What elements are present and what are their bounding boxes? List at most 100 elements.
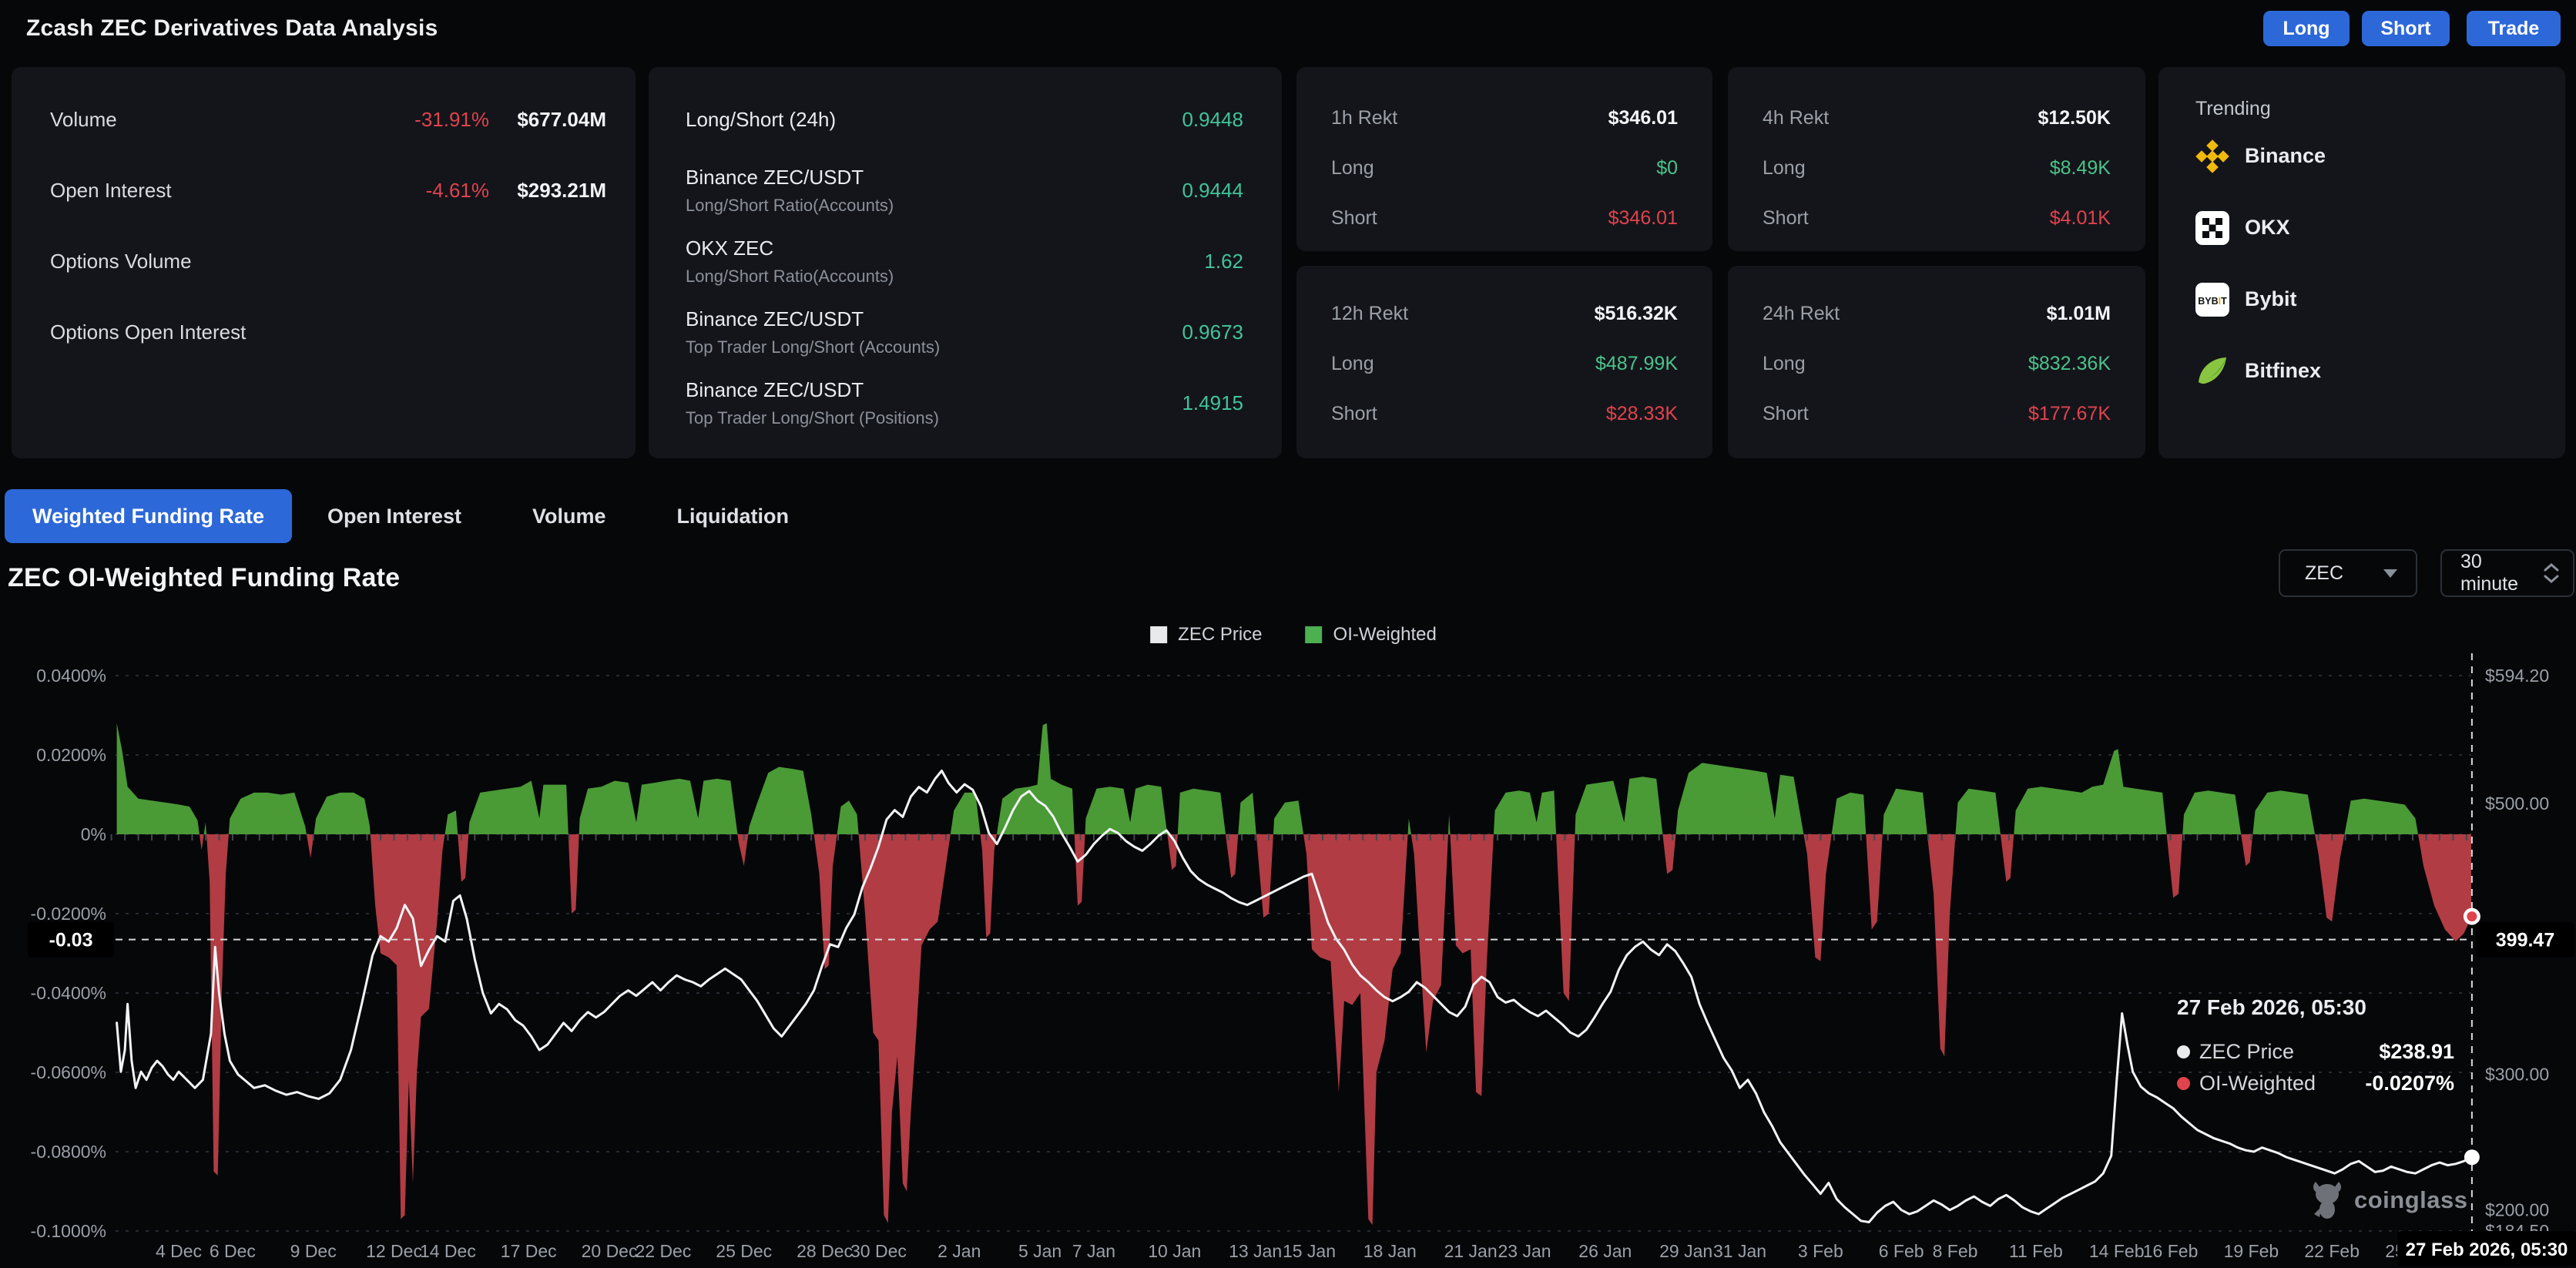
interval-select-dropdown[interactable]: 30 minute: [2440, 549, 2574, 597]
x-axis-tick-label: 6 Feb: [1879, 1241, 1924, 1261]
x-axis-tick-label: 2 Jan: [937, 1241, 981, 1261]
tab-open-interest[interactable]: Open Interest: [327, 504, 462, 528]
right-axis-tick-label: $594.20: [2485, 666, 2549, 686]
tooltip-value: -0.0207%: [2365, 1072, 2454, 1095]
stat-value: $293.21M: [517, 178, 606, 202]
trade-button[interactable]: Trade: [2467, 11, 2561, 46]
bybit-icon: BYBIT: [2195, 282, 2229, 317]
legend-item-zec-price[interactable]: ZEC Price: [1150, 624, 1263, 646]
trending-item-bitfinex[interactable]: Bitfinex: [2195, 335, 2542, 407]
trending-item-label: Bitfinex: [2245, 359, 2322, 382]
x-axis-tick-label: 15 Jan: [1283, 1241, 1336, 1261]
ratio-value: 0.9448: [1182, 107, 1243, 131]
rekt-long-value: $0: [1656, 157, 1678, 179]
rekt-short-value: $4.01K: [2049, 207, 2111, 229]
short-button[interactable]: Short: [2362, 11, 2450, 46]
rekt-long-label: Long: [1331, 157, 1374, 179]
ratio-subtitle: Top Trader Long/Short (Accounts): [686, 337, 941, 357]
x-axis-tick-label: 25 Dec: [716, 1241, 772, 1261]
trending-item-label: Binance: [2245, 144, 2326, 167]
x-axis-tick-label: 29 Jan: [1659, 1241, 1712, 1261]
tooltip-timestamp: 27 Feb 2026, 05:30: [2177, 995, 2366, 1019]
trending-panel: Trending Binance OKX BYBIT Bybit Bitfine…: [2158, 67, 2565, 458]
rekt-short-label: Short: [1331, 207, 1377, 229]
stat-row-options-volume: Options Volume: [50, 226, 606, 297]
ratio-value: 1.62: [1204, 249, 1243, 273]
right-axis-tick-label: $300.00: [2485, 1065, 2549, 1085]
rekt-long-label: Long: [1331, 353, 1374, 374]
stat-row-volume: Volume -31.91% $677.04M: [50, 84, 606, 155]
interval-select-value: 30 minute: [2460, 551, 2519, 595]
binance-icon: [2195, 139, 2229, 173]
trending-item-okx[interactable]: OKX: [2195, 192, 2542, 263]
crosshair-right-value: 399.47: [2496, 930, 2554, 951]
rekt-card-1h: 1h Rekt $346.01 Long $0 Short $346.01: [1296, 67, 1712, 251]
ratio-row: Binance ZEC/USDT Top Trader Long/Short (…: [686, 367, 1243, 438]
x-axis-tick-label: 8 Feb: [1933, 1241, 1978, 1261]
coinglass-watermark: coinglass: [2309, 1180, 2468, 1220]
stat-label: Options Volume: [50, 249, 192, 273]
stat-row-open-interest: Open Interest -4.61% $293.21M: [50, 155, 606, 226]
trending-item-bybit[interactable]: BYBIT Bybit: [2195, 263, 2542, 335]
crosshair-time-value: 27 Feb 2026, 05:30: [2406, 1239, 2568, 1260]
rekt-long-label: Long: [1763, 353, 1806, 374]
rekt-title: 4h Rekt: [1763, 107, 1830, 129]
stat-label: Options Open Interest: [50, 320, 247, 344]
chart-tabs: Weighted Funding Rate Open Interest Volu…: [5, 489, 824, 543]
legend-item-oi-weighted[interactable]: OI-Weighted: [1305, 624, 1437, 646]
stat-label: Volume: [50, 107, 117, 131]
ratio-row: OKX ZEC Long/Short Ratio(Accounts) 1.62: [686, 226, 1243, 297]
left-axis-tick-label: -0.0200%: [31, 904, 106, 924]
ratio-value: 1.4915: [1182, 391, 1243, 414]
left-axis-tick-label: -0.0800%: [31, 1142, 106, 1162]
right-axis-tick-label: $500.00: [2485, 793, 2549, 813]
coin-select-dropdown[interactable]: ZEC: [2279, 549, 2417, 597]
ratio-title: Binance ZEC/USDT: [686, 377, 864, 401]
tab-weighted-funding-rate[interactable]: Weighted Funding Rate: [5, 489, 292, 543]
rekt-long-label: Long: [1763, 157, 1806, 179]
ratio-title: Binance ZEC/USDT: [686, 307, 864, 330]
x-axis-tick-label: 3 Feb: [1798, 1241, 1843, 1261]
x-axis-tick-label: 13 Jan: [1229, 1241, 1282, 1261]
x-axis-tick-label: 21 Jan: [1444, 1241, 1498, 1261]
funding-marker-dot: [2467, 911, 2477, 922]
price-series-dot-icon: [2177, 1045, 2190, 1058]
coin-select-value: ZEC: [2305, 562, 2343, 584]
chevron-down-icon: [2383, 569, 2397, 578]
trending-item-binance[interactable]: Binance: [2195, 120, 2542, 192]
long-button[interactable]: Long: [2263, 11, 2350, 46]
tooltip-row-funding: OI-Weighted -0.0207%: [2177, 1072, 2454, 1095]
crosshair-left-pill: [28, 921, 114, 958]
tooltip-value: $238.91: [2379, 1040, 2454, 1063]
stat-row-options-open-interest: Options Open Interest: [50, 297, 606, 367]
chart-plot-area[interactable]: [116, 647, 2471, 1268]
tab-volume[interactable]: Volume: [532, 504, 606, 528]
stat-change-pct: -4.61%: [425, 178, 489, 202]
legend-label: ZEC Price: [1178, 624, 1263, 645]
page-title: Zcash ZEC Derivatives Data Analysis: [26, 15, 438, 41]
ratio-title: OKX ZEC: [686, 236, 774, 260]
rekt-short-value: $177.67K: [2028, 403, 2111, 424]
coinglass-watermark-text: coinglass: [2354, 1186, 2468, 1213]
x-axis-tick-label: 12 Dec: [366, 1241, 422, 1261]
rekt-short-value: $346.01: [1608, 207, 1678, 229]
trending-item-label: Bybit: [2245, 287, 2297, 310]
tab-liquidation[interactable]: Liquidation: [676, 504, 790, 528]
left-axis-tick-label: -0.0400%: [31, 983, 106, 1003]
chart-tooltip: 27 Feb 2026, 05:30 ZEC Price $238.91 OI-…: [2177, 995, 2454, 1095]
rekt-title: 1h Rekt: [1331, 107, 1398, 129]
ratio-title: Long/Short (24h): [686, 107, 837, 131]
trending-title: Trending: [2195, 98, 2271, 119]
rekt-short-label: Short: [1763, 403, 1809, 424]
ratio-title: Binance ZEC/USDT: [686, 165, 864, 189]
ratio-subtitle: Top Trader Long/Short (Positions): [686, 408, 939, 428]
oi-weighted-positive-area: [116, 723, 2471, 834]
derivatives-stats-panel: Volume -31.91% $677.04M Open Interest -4…: [12, 67, 636, 458]
rekt-title: 12h Rekt: [1331, 303, 1409, 324]
ratio-value: 0.9673: [1182, 320, 1243, 344]
stat-value: $677.04M: [517, 107, 606, 131]
chart-title: ZEC OI-Weighted Funding Rate: [8, 563, 401, 592]
x-axis-tick-label: 14 Dec: [420, 1241, 476, 1261]
x-axis-tick-label: 26 Jan: [1578, 1241, 1632, 1261]
